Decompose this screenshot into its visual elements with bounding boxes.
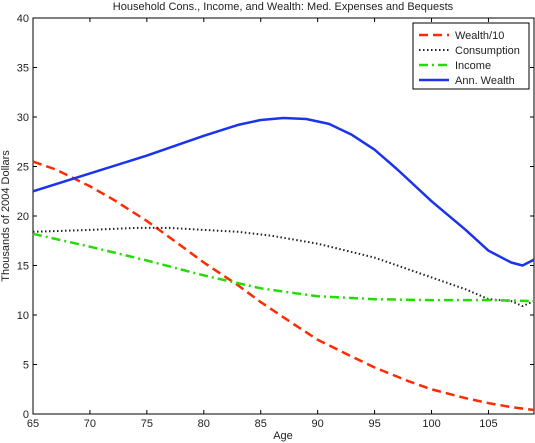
- x-axis-title: Age: [273, 430, 293, 442]
- legend-label: Ann. Wealth: [455, 75, 515, 87]
- x-tick-label: 85: [255, 418, 267, 430]
- y-tick-label: 0: [23, 409, 29, 421]
- x-tick-label: 90: [312, 418, 324, 430]
- chart-title: Household Cons., Income, and Wealth: Med…: [113, 1, 454, 13]
- series-line-1: [32, 160, 535, 412]
- x-axis: 65 70 75 80 85 90 95 100 105: [27, 18, 498, 430]
- y-tick-label: 25: [17, 162, 29, 174]
- legend-label: Income: [455, 60, 491, 72]
- x-tick-label: 65: [27, 418, 39, 430]
- y-tick-label: 40: [17, 13, 29, 25]
- y-tick-label: 5: [23, 360, 29, 372]
- series-line-3: [32, 232, 535, 303]
- y-axis-title: Thousands of 2004 Dollars: [0, 150, 12, 282]
- legend-label: Wealth/10: [455, 30, 504, 42]
- y-tick-label: 20: [17, 211, 29, 223]
- legend: Wealth/10 Consumption Income Ann. Wealth: [412, 22, 530, 90]
- x-tick-label: 70: [84, 418, 96, 430]
- legend-box: [412, 22, 530, 90]
- x-tick-label: 75: [141, 418, 153, 430]
- series-line-4: [32, 116, 535, 267]
- x-tick-label: 105: [479, 418, 497, 430]
- x-tick-label: 80: [198, 418, 210, 430]
- y-tick-label: 10: [17, 310, 29, 322]
- series-layer: [32, 116, 535, 412]
- y-tick-label: 30: [17, 112, 29, 124]
- y-tick-label: 15: [17, 261, 29, 273]
- y-axis: 0 5 10 15 20 25 30 35 40: [17, 13, 534, 421]
- legend-label: Consumption: [455, 45, 520, 57]
- x-tick-label: 100: [422, 418, 440, 430]
- y-tick-label: 35: [17, 63, 29, 75]
- x-tick-label: 95: [368, 418, 380, 430]
